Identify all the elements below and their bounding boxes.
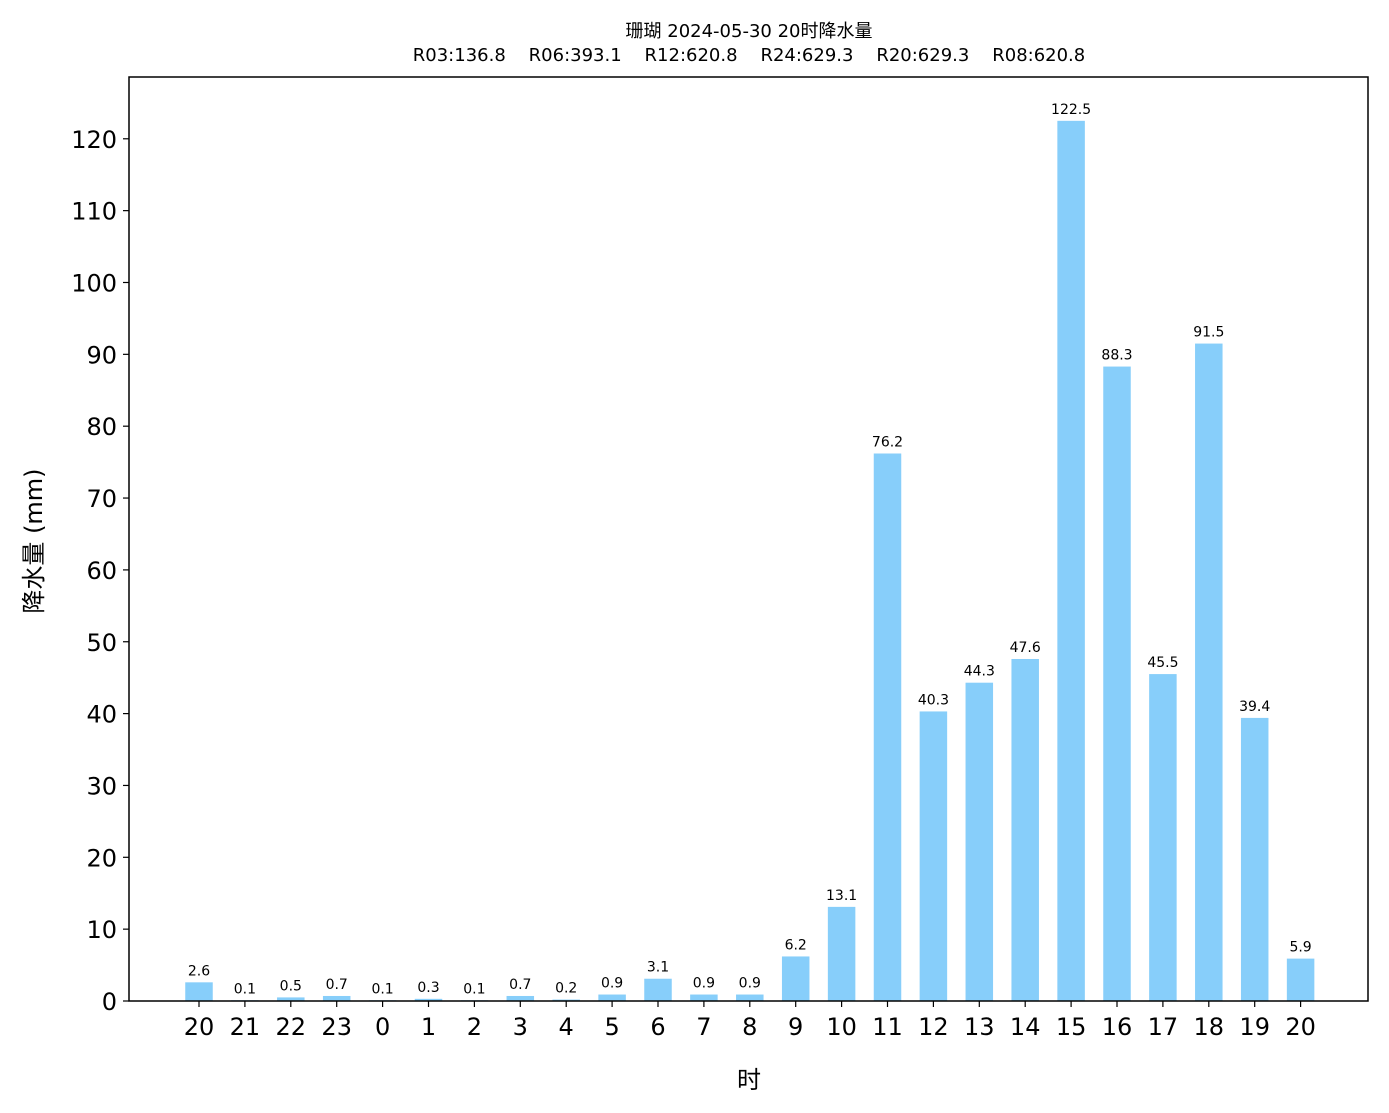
bar-value-label: 0.9	[601, 976, 623, 992]
bar	[598, 994, 626, 1001]
bar-value-label: 13.1	[826, 888, 857, 904]
bar	[185, 982, 213, 1001]
y-tick-label: 40	[86, 701, 117, 729]
bar-value-label: 91.5	[1193, 325, 1224, 341]
y-tick-label: 50	[86, 629, 117, 657]
bar-value-label: 40.3	[918, 692, 949, 708]
bar-value-label: 88.3	[1101, 348, 1132, 364]
x-tick-label: 12	[918, 1013, 949, 1041]
x-tick-label: 11	[872, 1013, 903, 1041]
bar	[1149, 674, 1177, 1001]
bar-value-label: 44.3	[964, 664, 995, 680]
bar-value-label: 47.6	[1010, 640, 1041, 656]
bar	[827, 906, 856, 1001]
bar	[690, 994, 718, 1001]
bar	[1286, 958, 1315, 1001]
x-tick-label: 3	[513, 1013, 528, 1041]
bar	[736, 994, 764, 1001]
bar-value-label: 0.2	[555, 981, 577, 997]
bar-value-label: 0.7	[509, 977, 531, 993]
x-tick-label: 20	[184, 1013, 215, 1041]
bar	[644, 978, 672, 1001]
plot-frame	[128, 76, 1369, 1002]
bar	[1240, 717, 1269, 1001]
x-tick-label: 21	[230, 1013, 261, 1041]
bar-value-label: 0.7	[326, 977, 348, 993]
bar-value-label: 0.1	[371, 981, 393, 997]
x-tick-label: 9	[788, 1013, 803, 1041]
x-tick-label: 17	[1148, 1013, 1179, 1041]
bar-value-label: 0.5	[280, 978, 302, 994]
bar-value-label: 122.5	[1051, 102, 1091, 118]
bar	[277, 997, 305, 1001]
y-tick-label: 60	[86, 557, 117, 585]
x-tick-label: 2	[467, 1013, 482, 1041]
y-tick-label: 20	[86, 844, 117, 872]
x-axis-label: 时	[737, 1066, 761, 1094]
bar-value-label: 2.6	[188, 963, 210, 979]
chart-subtitle: R03:136.8 R06:393.1 R12:620.8 R24:629.3 …	[413, 45, 1085, 66]
x-tick-label: 7	[696, 1013, 711, 1041]
bar	[1195, 343, 1223, 1001]
y-tick-label: 0	[102, 988, 117, 1016]
bars-group	[185, 120, 1315, 1001]
bar-value-label: 39.4	[1239, 699, 1270, 715]
x-tick-label: 10	[826, 1013, 857, 1041]
y-tick-label: 30	[86, 772, 117, 800]
bar	[1057, 120, 1085, 1001]
bar-value-label: 76.2	[872, 435, 903, 451]
y-tick-label: 10	[86, 916, 117, 944]
x-tick-label: 15	[1056, 1013, 1087, 1041]
bar-value-label: 5.9	[1289, 940, 1311, 956]
y-tick-label: 90	[86, 341, 117, 369]
x-tick-label: 13	[964, 1013, 995, 1041]
x-tick-label: 19	[1239, 1013, 1270, 1041]
bar	[873, 453, 902, 1001]
y-axis-label: 降水量 (mm)	[20, 468, 48, 613]
x-axis-ticks: 20 21 22 23 0 1 2 3 4 5 6 7 8 9 10 11 12 13 14 15 16 17 18 19 20	[184, 1001, 1316, 1041]
x-tick-label: 22	[276, 1013, 307, 1041]
y-tick-label: 70	[86, 485, 117, 513]
bar-value-label: 3.1	[647, 960, 669, 976]
x-tick-label: 6	[650, 1013, 665, 1041]
bar	[919, 711, 948, 1001]
bar-value-label: 0.9	[693, 976, 715, 992]
bar	[1103, 366, 1131, 1001]
y-axis-ticks: 0 10 20 30 40 50 60 70 80 90 100 110 120	[71, 126, 129, 1016]
x-tick-label: 0	[375, 1013, 390, 1041]
bar-labels-group: 2.6 0.1 0.5 0.7 0.1 0.3 0.1 0.7 0.2 0.9 3.1 0.9 0.9 6…	[188, 102, 1312, 997]
x-tick-label: 23	[321, 1013, 352, 1041]
x-tick-label: 20	[1285, 1013, 1316, 1041]
bar-value-label: 0.1	[234, 981, 256, 997]
bar	[781, 956, 810, 1001]
x-tick-label: 18	[1194, 1013, 1225, 1041]
y-tick-label: 80	[86, 413, 117, 441]
x-tick-label: 5	[604, 1013, 619, 1041]
bar	[414, 998, 443, 1001]
chart-title: 珊瑚 2024-05-30 20时降水量	[626, 21, 873, 42]
x-tick-label: 8	[742, 1013, 757, 1041]
y-tick-label: 110	[71, 198, 117, 226]
x-tick-label: 14	[1010, 1013, 1041, 1041]
bar	[322, 995, 351, 1001]
x-tick-label: 1	[421, 1013, 436, 1041]
bar-value-label: 6.2	[785, 937, 807, 953]
x-tick-label: 4	[559, 1013, 574, 1041]
bar-value-label: 0.1	[463, 981, 485, 997]
bar	[506, 995, 535, 1001]
y-tick-label: 100	[71, 269, 117, 297]
bar-value-label: 0.9	[739, 976, 761, 992]
y-tick-label: 120	[71, 126, 117, 154]
bar	[965, 682, 994, 1001]
bar	[1011, 658, 1039, 1001]
bar-value-label: 0.3	[417, 980, 439, 996]
x-tick-label: 16	[1102, 1013, 1133, 1041]
bar-value-label: 45.5	[1147, 655, 1178, 671]
